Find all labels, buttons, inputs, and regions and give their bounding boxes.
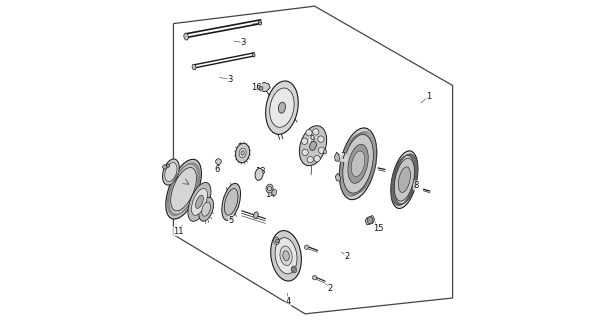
Ellipse shape bbox=[348, 144, 368, 183]
Ellipse shape bbox=[202, 202, 211, 216]
Circle shape bbox=[317, 136, 324, 142]
Ellipse shape bbox=[191, 188, 208, 215]
Ellipse shape bbox=[166, 159, 202, 219]
Ellipse shape bbox=[351, 151, 365, 177]
Polygon shape bbox=[334, 152, 340, 162]
Ellipse shape bbox=[324, 149, 327, 154]
Ellipse shape bbox=[275, 238, 297, 274]
Text: 6: 6 bbox=[214, 165, 220, 174]
Ellipse shape bbox=[398, 167, 410, 192]
Polygon shape bbox=[365, 215, 375, 225]
Circle shape bbox=[307, 156, 313, 163]
Ellipse shape bbox=[270, 88, 294, 127]
Ellipse shape bbox=[241, 151, 244, 155]
Text: 16: 16 bbox=[251, 83, 262, 92]
Ellipse shape bbox=[299, 126, 327, 166]
Circle shape bbox=[259, 86, 263, 90]
Circle shape bbox=[302, 149, 308, 156]
Text: 3: 3 bbox=[240, 38, 246, 47]
Polygon shape bbox=[257, 82, 270, 92]
Ellipse shape bbox=[255, 168, 263, 180]
Circle shape bbox=[306, 130, 312, 136]
Ellipse shape bbox=[339, 128, 377, 200]
Text: 9: 9 bbox=[310, 135, 315, 144]
Ellipse shape bbox=[195, 195, 203, 208]
Circle shape bbox=[318, 147, 325, 153]
Ellipse shape bbox=[367, 217, 373, 224]
Text: 1: 1 bbox=[426, 92, 432, 101]
Text: 11: 11 bbox=[173, 227, 183, 236]
Circle shape bbox=[314, 156, 320, 162]
Ellipse shape bbox=[266, 184, 273, 193]
Ellipse shape bbox=[254, 212, 258, 219]
Circle shape bbox=[313, 129, 319, 135]
Circle shape bbox=[302, 138, 308, 144]
Text: 15: 15 bbox=[373, 224, 384, 233]
Circle shape bbox=[215, 159, 222, 164]
Circle shape bbox=[166, 164, 169, 167]
Ellipse shape bbox=[165, 163, 177, 181]
Ellipse shape bbox=[184, 33, 188, 40]
Circle shape bbox=[291, 268, 295, 271]
Ellipse shape bbox=[391, 151, 418, 209]
Text: 14: 14 bbox=[265, 190, 276, 199]
Circle shape bbox=[276, 239, 279, 243]
Ellipse shape bbox=[192, 64, 196, 70]
Text: 5: 5 bbox=[229, 216, 234, 225]
Ellipse shape bbox=[188, 182, 211, 221]
Text: 12: 12 bbox=[237, 143, 248, 152]
Polygon shape bbox=[335, 173, 341, 181]
Ellipse shape bbox=[272, 189, 277, 196]
Ellipse shape bbox=[291, 266, 297, 273]
Ellipse shape bbox=[283, 251, 290, 261]
Text: 4: 4 bbox=[286, 297, 291, 306]
Text: 7: 7 bbox=[341, 152, 346, 161]
Text: 3: 3 bbox=[227, 75, 232, 84]
Ellipse shape bbox=[239, 148, 246, 158]
Ellipse shape bbox=[310, 141, 316, 150]
Ellipse shape bbox=[280, 246, 292, 266]
Circle shape bbox=[163, 165, 167, 169]
Ellipse shape bbox=[259, 20, 262, 25]
Ellipse shape bbox=[279, 102, 285, 113]
Ellipse shape bbox=[163, 159, 179, 185]
Ellipse shape bbox=[222, 183, 240, 220]
Ellipse shape bbox=[343, 134, 373, 193]
Ellipse shape bbox=[236, 143, 249, 163]
Text: 13: 13 bbox=[256, 167, 266, 176]
Text: 10: 10 bbox=[280, 89, 290, 98]
Ellipse shape bbox=[198, 197, 214, 221]
Ellipse shape bbox=[253, 53, 255, 57]
Ellipse shape bbox=[171, 167, 197, 211]
Ellipse shape bbox=[266, 81, 298, 134]
Ellipse shape bbox=[395, 158, 415, 201]
Circle shape bbox=[313, 276, 317, 280]
Text: 2: 2 bbox=[344, 252, 350, 261]
Circle shape bbox=[305, 245, 309, 250]
Text: 2: 2 bbox=[328, 284, 333, 293]
Ellipse shape bbox=[271, 231, 302, 281]
Ellipse shape bbox=[274, 237, 279, 245]
Text: 8: 8 bbox=[413, 181, 419, 190]
